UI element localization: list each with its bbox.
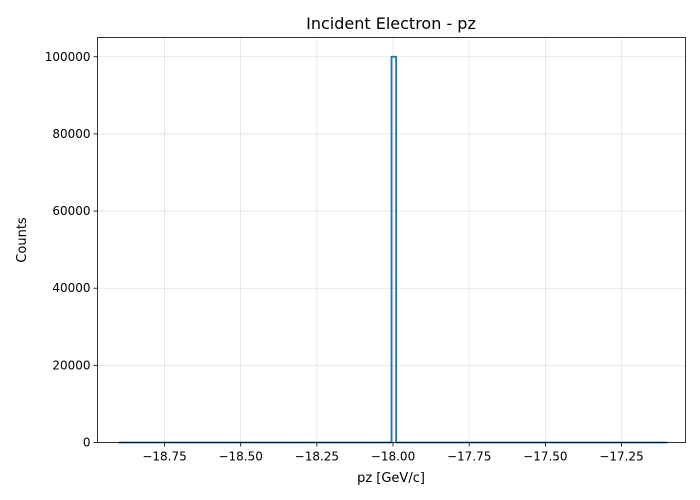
y-tick-label: 20000 xyxy=(52,358,90,372)
x-tick-label: −17.25 xyxy=(599,450,643,464)
y-axis-label: Counts xyxy=(15,217,30,263)
y-tick-label: 80000 xyxy=(52,127,90,141)
histogram-bar xyxy=(390,55,397,443)
x-tick-label: −18.50 xyxy=(218,450,262,464)
x-axis-label: pz [GeV/c] xyxy=(357,471,425,486)
chart-title: Incident Electron - pz xyxy=(306,14,476,33)
y-tick-label: 100000 xyxy=(45,50,91,64)
y-tick-label: 40000 xyxy=(52,281,90,295)
x-axis: −18.75 −18.50 −18.25 −18.00 −17.75 −17.50 −17.… xyxy=(142,442,644,464)
x-tick-label: −18.00 xyxy=(371,450,415,464)
plot-frame xyxy=(97,37,686,443)
x-tick-label: −18.25 xyxy=(295,450,339,464)
y-tick-label: 60000 xyxy=(52,204,90,218)
y-tick-label: 0 xyxy=(83,436,91,450)
x-tick-label: −17.75 xyxy=(447,450,491,464)
x-tick-label: −17.50 xyxy=(523,450,567,464)
y-axis: 0 20000 40000 60000 80000 100000 xyxy=(45,50,98,450)
x-tick-label: −18.75 xyxy=(142,450,186,464)
